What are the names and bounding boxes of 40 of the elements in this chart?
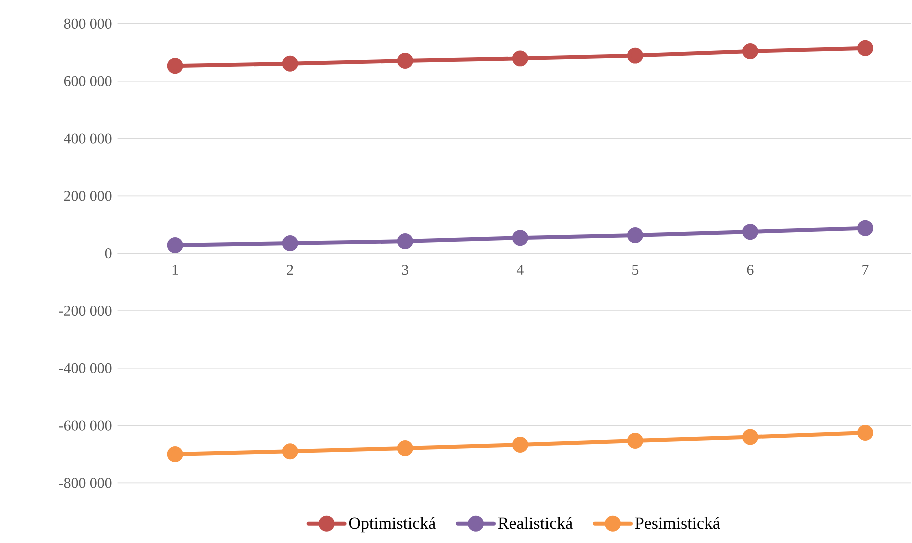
point [282, 56, 298, 72]
point [627, 432, 644, 449]
y-tick-label: 400 000 [64, 134, 112, 144]
y-tick-label: -200 000 [59, 306, 112, 316]
x-tick-label: 2 [287, 265, 294, 275]
point [167, 238, 184, 254]
x-tick-label: 3 [402, 265, 409, 276]
point [742, 43, 758, 60]
point [282, 444, 298, 460]
y-tick-label: -800 000 [59, 478, 112, 488]
point [742, 429, 758, 446]
x-tick-label: 1 [172, 265, 178, 275]
legend-label: Realistická [498, 517, 573, 530]
legend-label: Optimistická [349, 517, 436, 533]
point [627, 227, 644, 244]
point [282, 236, 298, 252]
y-tick-label: 600 000 [64, 76, 112, 86]
y-tick-label: 0 [105, 248, 112, 259]
point [167, 58, 184, 74]
y-tick-label: -400 000 [59, 363, 112, 374]
point [742, 224, 758, 240]
point [397, 233, 414, 250]
point [397, 440, 414, 456]
point [512, 436, 528, 453]
x-tick-label: 5 [632, 265, 639, 275]
point [397, 52, 414, 69]
y-tick-label: 200 000 [64, 191, 112, 202]
x-tick-label: 4 [516, 265, 524, 275]
point [858, 40, 874, 56]
legend-label: Pesimistická [635, 517, 720, 530]
y-tick-label: -600 000 [59, 420, 112, 431]
y-tick-label: 800 000 [64, 18, 112, 29]
point [512, 230, 528, 246]
point [858, 220, 874, 236]
point [858, 424, 874, 441]
point [627, 48, 644, 64]
point [512, 50, 528, 67]
point [167, 446, 184, 462]
x-tick-label: 7 [862, 265, 869, 275]
x-tick-label: 6 [747, 265, 754, 276]
